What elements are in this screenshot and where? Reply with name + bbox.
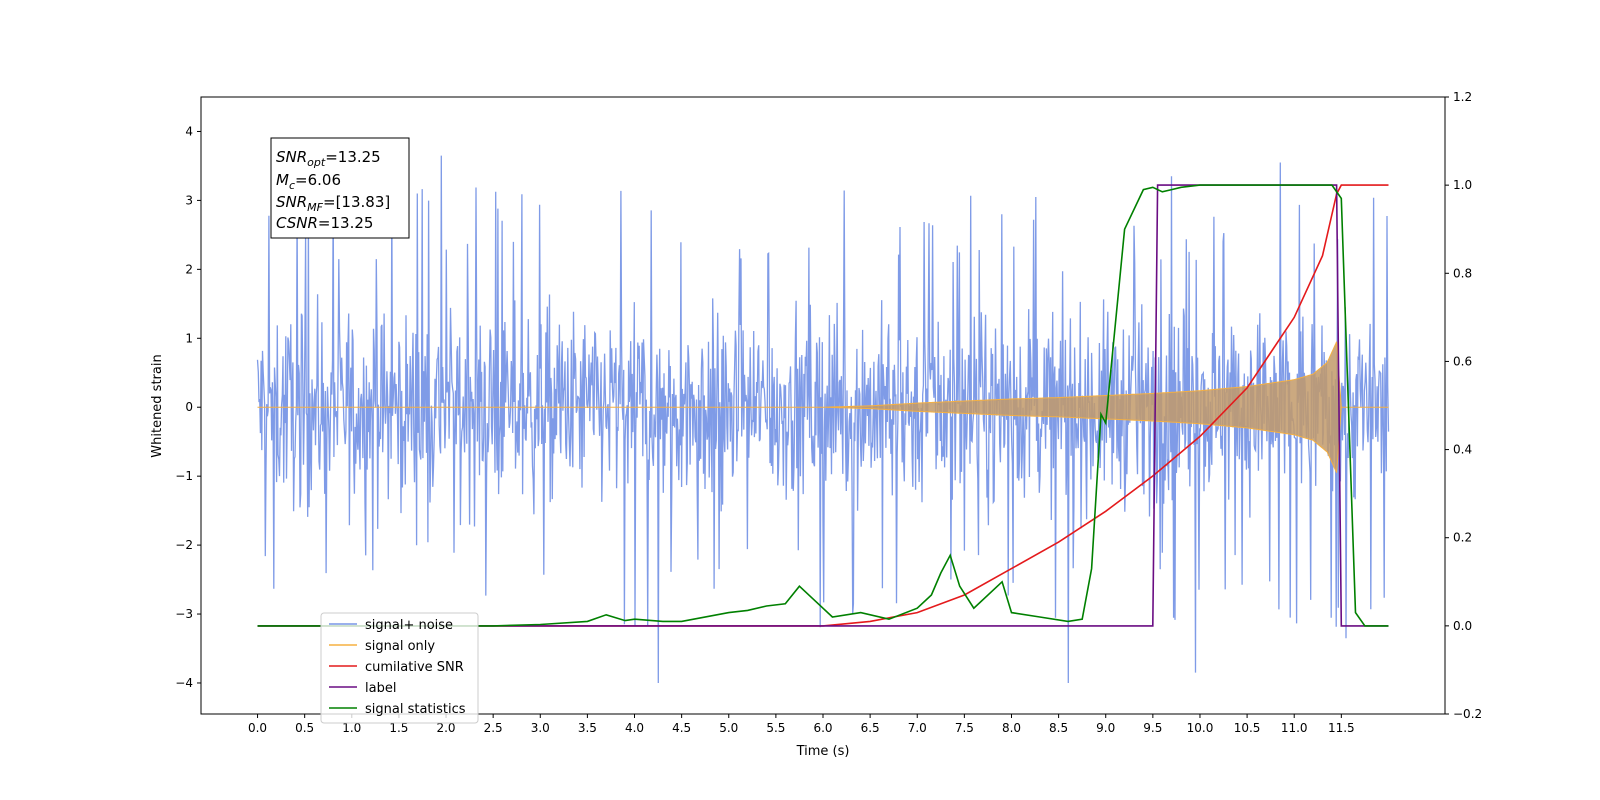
x-tick-label: 4.5 (672, 721, 691, 735)
annotation-frame (270, 137, 410, 239)
annotation-csnr-value: =13.25 (318, 214, 374, 232)
x-tick-label: 10.0 (1187, 721, 1214, 735)
right-y-tick-label: 0.8 (1453, 266, 1472, 280)
annotation-mc-label: M (276, 171, 289, 189)
series-signal-only (257, 341, 1389, 473)
annotation-mc-sub: c (289, 179, 295, 192)
x-tick-label: 0.5 (295, 721, 314, 735)
x-tick-label: 5.0 (719, 721, 738, 735)
series-cumulative-snr (257, 184, 1389, 627)
x-tick-label: 11.5 (1328, 721, 1355, 735)
x-tick-label: 10.5 (1234, 721, 1261, 735)
left-y-tick-label: −3 (175, 607, 193, 621)
right-y-tick-label: 1.0 (1453, 178, 1472, 192)
left-y-tick-label: 4 (185, 124, 193, 138)
legend-frame (320, 612, 479, 724)
legend-label-signal-statistics: signal statistics (365, 702, 466, 717)
annotation-csnr: CSNR=13.25 (276, 214, 373, 232)
annotation-snr-opt-sub: opt (307, 156, 326, 169)
annotation-snr-opt: SNRopt=13.25 (276, 148, 381, 169)
x-tick-label: 9.0 (1096, 721, 1115, 735)
left-y-tick-label: 2 (185, 262, 193, 276)
annotation-mc: Mc=6.06 (276, 171, 341, 192)
x-tick-label: 1.5 (389, 721, 408, 735)
annotation-snr-mf: SNRMF=[13.83] (276, 193, 390, 214)
right-y-tick-label: 0.6 (1453, 354, 1472, 368)
right-y-tick-label: 0.2 (1453, 531, 1472, 545)
legend-label-cumulative-snr: cumilative SNR (365, 660, 464, 675)
left-y-tick-label: −1 (175, 469, 193, 483)
x-axis-label: Time (s) (796, 744, 850, 759)
x-tick-label: 7.0 (908, 721, 927, 735)
legend-label-label: label (365, 681, 396, 696)
right-y-tick-label: −0.2 (1453, 707, 1482, 721)
series-signal-noise (256, 155, 1390, 684)
legend: signal+ noise signal only cumilative SNR… (320, 612, 479, 724)
y-axis-label: Whitened strain (150, 354, 165, 457)
x-tick-label: 4.0 (625, 721, 644, 735)
plot-frame (200, 96, 1446, 715)
right-y-axis-ticks: 1.2 1.0 0.8 0.6 0.4 0.2 0.0 −0.2 (1445, 90, 1482, 721)
left-y-axis-ticks: 4 3 2 1 0 −1 −2 −3 −4 (175, 124, 201, 690)
legend-label-signal-only: signal only (365, 639, 435, 654)
left-y-tick-label: 3 (185, 193, 193, 207)
annotation-snr-mf-sub: MF (307, 201, 323, 214)
annotation-csnr-label: CSNR (276, 214, 318, 232)
right-y-tick-label: 1.2 (1453, 90, 1472, 104)
x-tick-label: 11.0 (1281, 721, 1308, 735)
x-tick-label: 8.5 (1049, 721, 1068, 735)
x-tick-label: 1.0 (342, 721, 361, 735)
x-tick-label: 0.0 (248, 721, 267, 735)
annotation-snr-mf-value: =[13.83] (323, 193, 390, 211)
x-tick-label: 8.0 (1002, 721, 1021, 735)
annotation-snr-opt-value: =13.25 (325, 148, 381, 166)
left-y-tick-label: −4 (175, 676, 193, 690)
plot-area (256, 155, 1390, 684)
left-y-tick-label: 0 (185, 400, 193, 414)
x-tick-label: 3.0 (531, 721, 550, 735)
x-tick-label: 7.5 (955, 721, 974, 735)
left-y-tick-label: −2 (175, 538, 193, 552)
right-y-tick-label: 0.0 (1453, 619, 1472, 633)
annotation-snr-mf-label: SNR (276, 193, 307, 211)
x-tick-label: 6.5 (861, 721, 880, 735)
x-tick-label: 2.0 (436, 721, 455, 735)
x-axis-ticks: 0.0 0.5 1.0 1.5 2.0 2.5 3.0 3.5 4.0 4.5 5.0 5.5 6.0 6… (248, 714, 1355, 735)
series-signal-statistics (257, 184, 1389, 627)
annotation-box: SNRopt=13.25 Mc=6.06 SNRMF=[13.83] CSNR=… (270, 137, 410, 239)
x-tick-label: 3.5 (578, 721, 597, 735)
annotation-snr-opt-label: SNR (276, 148, 307, 166)
x-tick-label: 2.5 (484, 721, 503, 735)
x-tick-label: 5.5 (766, 721, 785, 735)
left-y-tick-label: 1 (185, 331, 193, 345)
annotation-mc-value: =6.06 (295, 171, 341, 189)
right-y-tick-label: 0.4 (1453, 443, 1472, 457)
legend-label-signal-noise: signal+ noise (365, 618, 453, 633)
x-tick-label: 9.5 (1143, 721, 1162, 735)
x-tick-label: 6.0 (813, 721, 832, 735)
